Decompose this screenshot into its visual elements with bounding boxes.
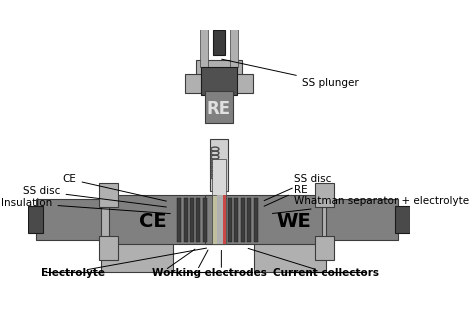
- Bar: [315, 235, 334, 260]
- Text: Insulation: Insulation: [1, 198, 170, 214]
- Bar: [212, 159, 226, 199]
- Bar: [217, 195, 223, 244]
- Text: SS disc: SS disc: [23, 186, 166, 207]
- Bar: [36, 199, 117, 239]
- Bar: [212, 195, 226, 244]
- Bar: [200, 18, 208, 67]
- Text: Electrolyte: Electrolyte: [41, 268, 105, 278]
- Bar: [254, 198, 257, 242]
- Bar: [228, 198, 232, 242]
- Bar: [210, 139, 228, 191]
- Bar: [28, 206, 43, 233]
- Text: WE: WE: [276, 211, 311, 230]
- Bar: [177, 198, 181, 242]
- Bar: [310, 199, 398, 239]
- Text: RE: RE: [264, 185, 307, 206]
- Bar: [196, 198, 201, 242]
- Bar: [183, 198, 188, 242]
- Bar: [185, 74, 253, 93]
- Bar: [234, 198, 238, 242]
- Bar: [101, 199, 173, 272]
- Bar: [220, 195, 226, 244]
- Bar: [241, 198, 245, 242]
- Bar: [205, 91, 233, 123]
- Bar: [395, 206, 410, 233]
- Bar: [196, 60, 242, 75]
- Bar: [247, 198, 251, 242]
- Bar: [201, 67, 237, 95]
- Text: Current collectors: Current collectors: [273, 268, 379, 278]
- Text: CE: CE: [63, 174, 166, 201]
- Bar: [190, 198, 194, 242]
- Text: SS plunger: SS plunger: [222, 59, 358, 88]
- Bar: [99, 183, 118, 207]
- Text: Working electrodes: Working electrodes: [152, 268, 267, 278]
- Bar: [205, 195, 322, 244]
- Text: Whatman separator + electrolyte: Whatman separator + electrolyte: [273, 196, 469, 213]
- Bar: [99, 235, 118, 260]
- Bar: [315, 183, 334, 207]
- Text: SS disc: SS disc: [264, 174, 331, 201]
- Bar: [109, 195, 225, 244]
- Text: RE: RE: [207, 100, 231, 118]
- Bar: [203, 198, 207, 242]
- Bar: [213, 30, 225, 54]
- Text: CE: CE: [139, 211, 167, 230]
- Bar: [230, 18, 238, 67]
- Bar: [254, 199, 326, 272]
